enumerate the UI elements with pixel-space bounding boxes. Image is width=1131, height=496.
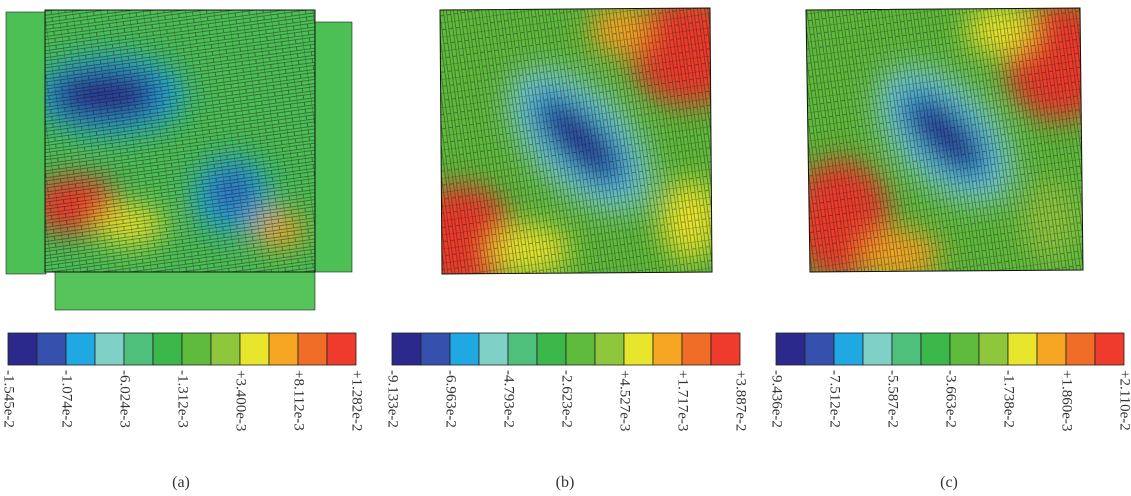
colorbar-segment bbox=[978, 332, 1009, 366]
colorbar-segment bbox=[565, 332, 596, 366]
panel-caption: (c) bbox=[940, 474, 958, 491]
colorbar-label: -1.738e-2 bbox=[1001, 370, 1017, 428]
contour-plot-a bbox=[5, 9, 353, 311]
colorbar-label: +8.112e-3 bbox=[291, 370, 307, 431]
colorbar-segment bbox=[94, 332, 125, 366]
colorbar-segment bbox=[65, 332, 96, 366]
colorbar-segment bbox=[36, 332, 67, 366]
colorbar-segment bbox=[775, 332, 806, 366]
colorbar-segment bbox=[1065, 332, 1096, 366]
colorbar-segment bbox=[804, 332, 835, 366]
colorbar-label: +1.860e-3 bbox=[1059, 370, 1075, 431]
colorbar-label: -1.312e-3 bbox=[175, 370, 191, 428]
colorbar-segment bbox=[297, 332, 328, 366]
colorbar-label: -2.623e-2 bbox=[559, 370, 575, 428]
colorbar-segment bbox=[594, 332, 625, 366]
panel-caption: (a) bbox=[172, 474, 190, 491]
colorbar-segment bbox=[449, 332, 480, 366]
colorbar-segment bbox=[391, 332, 422, 366]
colorbar-segment bbox=[420, 332, 451, 366]
contour-plot-c bbox=[805, 7, 1084, 273]
colorbar-label: +4.527e-3 bbox=[617, 370, 633, 431]
colorbar-segment bbox=[478, 332, 509, 366]
colorbar-segment bbox=[710, 332, 741, 366]
colorbar-segment bbox=[949, 332, 980, 366]
colorbar-label: +1.282e-2 bbox=[349, 370, 365, 431]
panel-caption: (b) bbox=[556, 474, 575, 491]
colorbar-segment bbox=[268, 332, 299, 366]
colorbar-label: -3.663e-2 bbox=[943, 370, 959, 428]
colorbar-label: -6.963e-2 bbox=[443, 370, 459, 428]
colorbar-label: -1.074e-2 bbox=[59, 370, 75, 428]
colorbar-segment bbox=[536, 332, 567, 366]
colorbar-segment bbox=[326, 332, 357, 366]
colorbar-segment bbox=[623, 332, 654, 366]
colorbar-label: -5.587e-2 bbox=[885, 370, 901, 428]
colorbar-label: +3.887e-2 bbox=[733, 370, 749, 431]
colorbar-segment bbox=[507, 332, 538, 366]
colorbar-segment bbox=[1007, 332, 1038, 366]
colorbar-segment bbox=[920, 332, 951, 366]
colorbar-label: +3.400e-3 bbox=[233, 370, 249, 431]
colorbar-label: -6.024e-3 bbox=[117, 370, 133, 428]
colorbar-segment bbox=[1036, 332, 1067, 366]
colorbar-segment bbox=[7, 332, 38, 366]
colorbar-label: -4.793e-2 bbox=[501, 370, 517, 428]
colorbar-segment bbox=[181, 332, 212, 366]
colorbar-label: -1.545e-2 bbox=[1, 370, 17, 428]
colorbar-label: -9.133e-2 bbox=[385, 370, 401, 428]
colorbar-segment bbox=[891, 332, 922, 366]
colorbar-label: -7.512e-2 bbox=[827, 370, 843, 428]
colorbar-segment bbox=[152, 332, 183, 366]
colorbar-label: +2.110e-2 bbox=[1117, 370, 1131, 431]
colorbar-segment bbox=[239, 332, 270, 366]
colorbar-label: +1.717e-3 bbox=[675, 370, 691, 431]
colorbar-segment bbox=[862, 332, 893, 366]
colorbar-segment bbox=[681, 332, 712, 366]
colorbar-label: -9.436e-2 bbox=[769, 370, 785, 428]
colorbar-segment bbox=[652, 332, 683, 366]
colorbar-segment bbox=[123, 332, 154, 366]
colorbar-segment bbox=[833, 332, 864, 366]
colorbar-segment bbox=[210, 332, 241, 366]
colorbar-segment bbox=[1094, 332, 1125, 366]
contour-plot-b bbox=[439, 7, 713, 275]
